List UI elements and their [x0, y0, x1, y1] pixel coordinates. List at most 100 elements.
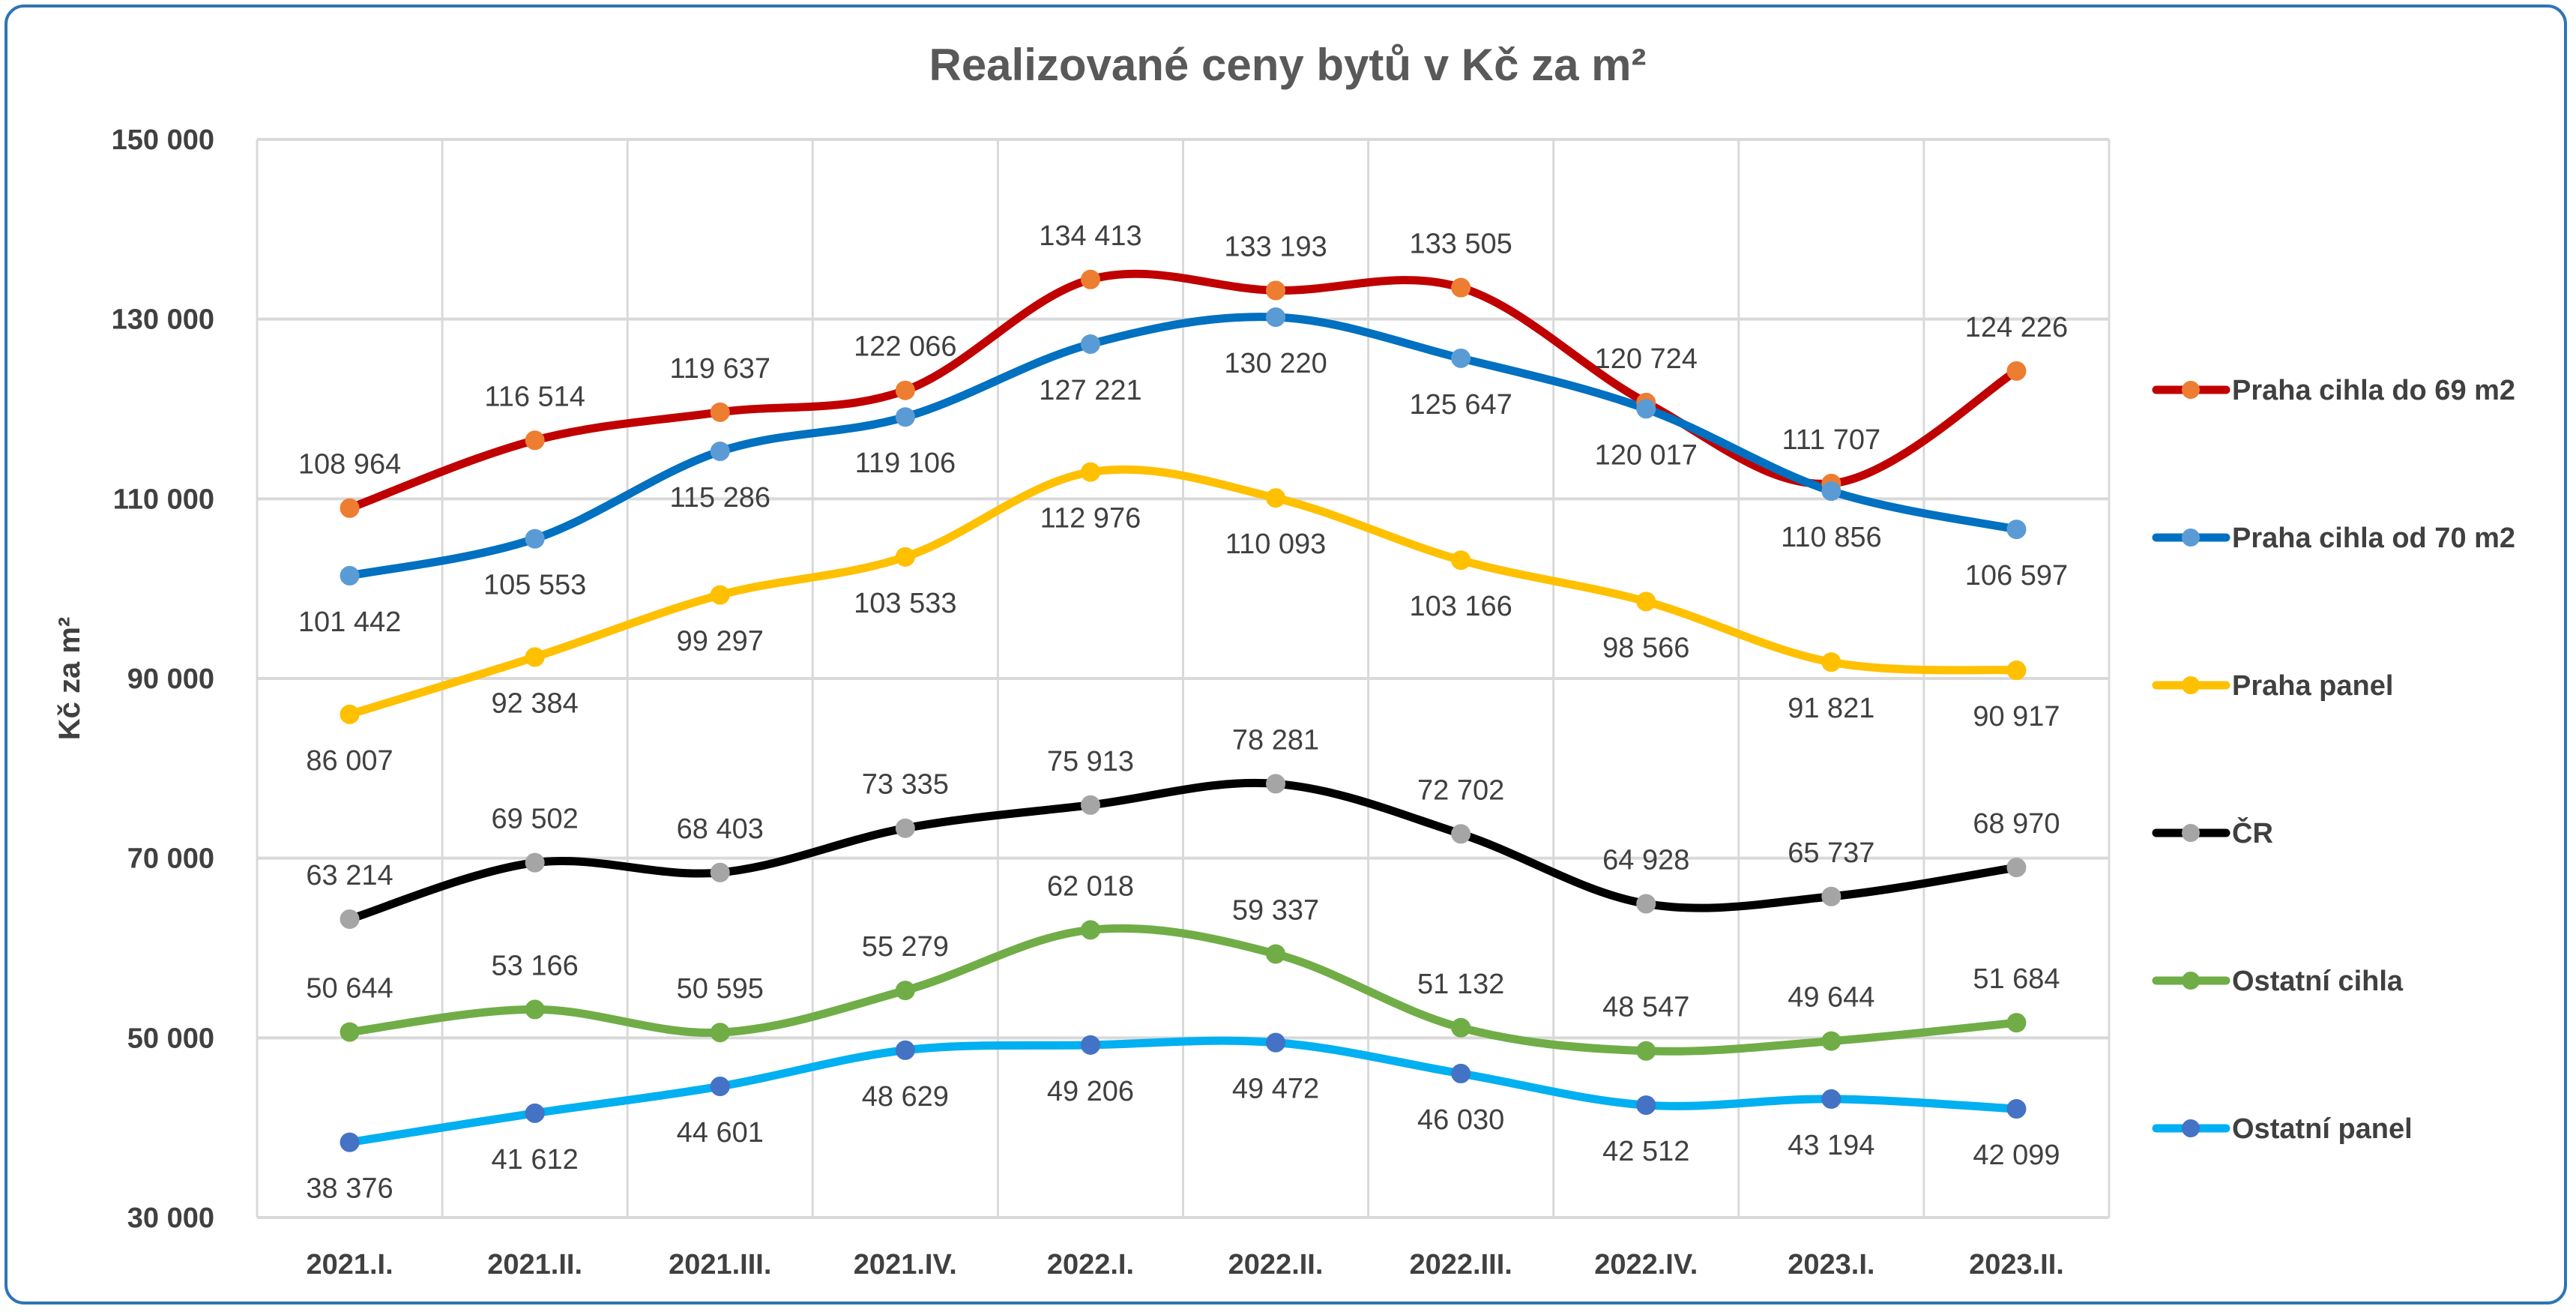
legend-swatch-marker-5 — [2182, 1119, 2200, 1137]
series-5-data-label: 38 376 — [306, 1173, 393, 1205]
series-3-data-label: 73 335 — [862, 769, 949, 801]
series-2-data-label: 98 566 — [1602, 632, 1689, 663]
series-4-data-label: 49 644 — [1788, 982, 1874, 1014]
series-4-data-label: 55 279 — [862, 931, 949, 963]
series-0-point — [2006, 361, 2027, 381]
series-1-point — [1266, 307, 1286, 328]
series-2-point — [710, 585, 730, 605]
legend-swatch-marker-3 — [2182, 824, 2200, 842]
series-3-data-label: 68 403 — [677, 813, 764, 845]
series-5-point — [1636, 1095, 1656, 1116]
series-2-point — [340, 704, 360, 724]
series-0-point — [710, 402, 730, 422]
series-1-data-label: 120 017 — [1595, 439, 1698, 471]
series-5-data-label: 44 601 — [677, 1117, 764, 1149]
x-tick-label: 2022.I. — [1047, 1249, 1134, 1281]
x-tick-label: 2022.IV. — [1594, 1249, 1698, 1281]
y-tick-label: 30 000 — [127, 1203, 214, 1234]
series-1-point — [1821, 481, 1841, 502]
series-1-data-label: 106 597 — [1965, 560, 2068, 592]
series-5-data-label: 41 612 — [492, 1144, 579, 1176]
series-3-point — [525, 852, 545, 873]
data-labels: 108 964 116 514 119 637 122 066 134 413 133 1… — [298, 220, 2068, 1205]
series-2-data-label: 86 007 — [306, 745, 393, 777]
series-line-2 — [346, 465, 2021, 719]
series-1-data-label: 110 856 — [1781, 522, 1882, 553]
series-4-data-label: 50 595 — [677, 973, 764, 1005]
series-3-point — [340, 909, 360, 929]
series-5-data-label: 46 030 — [1417, 1104, 1504, 1136]
series-4-point — [895, 981, 915, 1001]
series-0-point — [340, 498, 360, 518]
series-lines — [346, 269, 2021, 1147]
series-line-1 — [346, 313, 2021, 580]
series-0-point — [525, 430, 545, 451]
series-3-data-label: 75 913 — [1047, 746, 1134, 777]
series-2-point — [2006, 660, 2027, 681]
series-3-point — [1080, 795, 1100, 815]
series-1-data-label: 105 553 — [483, 570, 586, 601]
series-2-data-label: 99 297 — [677, 626, 764, 657]
series-3-point — [2006, 858, 2027, 878]
series-2-data-label: 91 821 — [1788, 693, 1874, 724]
series-4-data-label: 50 644 — [306, 973, 393, 1005]
series-5-point — [710, 1077, 730, 1097]
series-5-point — [1821, 1089, 1841, 1109]
series-1-data-label: 115 286 — [669, 482, 770, 514]
series-0-point — [895, 380, 915, 400]
series-3-point — [1451, 824, 1471, 844]
series-2-point — [1636, 592, 1656, 612]
series-4-point — [1451, 1017, 1471, 1038]
legend: Praha cihla do 69 m2 Praha cihla od 70 m2… — [2152, 375, 2515, 1145]
x-tick-label: 2022.III. — [1409, 1249, 1512, 1281]
series-markers — [340, 269, 2027, 1152]
series-5-point — [2006, 1099, 2027, 1119]
series-3-data-label: 65 737 — [1788, 837, 1874, 869]
series-5-point — [340, 1132, 360, 1152]
legend-label-2: Praha panel — [2232, 670, 2393, 702]
series-1-point — [2006, 520, 2027, 540]
series-2-data-label: 90 917 — [1973, 701, 2060, 732]
legend-swatch-marker-2 — [2182, 676, 2200, 694]
x-tick-labels: 2021.I. 2021.II. 2021.III. 2021.IV. 2022.I. 2… — [306, 1249, 2063, 1281]
series-2-data-label: 92 384 — [492, 687, 579, 719]
series-3-data-label: 69 502 — [492, 804, 579, 835]
series-3-data-label: 72 702 — [1417, 774, 1504, 806]
series-0-data-label: 111 707 — [1782, 424, 1880, 456]
series-3-point — [1636, 894, 1656, 914]
series-2-data-label: 112 976 — [1040, 503, 1141, 535]
series-4-point — [1636, 1041, 1656, 1061]
series-4-data-label: 53 166 — [492, 950, 579, 981]
legend-label-3: ČR — [2232, 816, 2273, 849]
y-tick-label: 150 000 — [112, 124, 214, 156]
series-0-data-label: 133 505 — [1409, 229, 1512, 260]
series-5-point — [1080, 1035, 1100, 1055]
gridlines — [256, 138, 2111, 1219]
legend-label-5: Ostatní panel — [2232, 1113, 2413, 1145]
series-1-point — [340, 565, 360, 586]
series-1-data-label: 127 221 — [1039, 375, 1141, 406]
series-5-point — [895, 1040, 915, 1060]
chart-frame — [4, 4, 2567, 1305]
series-4-point — [2006, 1013, 2027, 1033]
legend-label-1: Praha cihla od 70 m2 — [2232, 523, 2515, 554]
series-4-data-label: 62 018 — [1047, 870, 1134, 902]
series-2-point — [525, 647, 545, 667]
series-2-point — [1451, 550, 1471, 571]
series-5-data-label: 42 512 — [1602, 1136, 1689, 1167]
series-1-data-label: 130 220 — [1224, 348, 1327, 379]
series-3-data-label: 78 281 — [1232, 724, 1319, 756]
series-1-data-label: 125 647 — [1409, 389, 1512, 421]
y-tick-label: 110 000 — [113, 484, 214, 515]
series-4-point — [1266, 944, 1286, 964]
series-2-point — [1821, 652, 1841, 672]
series-4-data-label: 51 684 — [1973, 963, 2060, 995]
series-1-data-label: 101 442 — [298, 607, 401, 638]
series-4-data-label: 51 132 — [1417, 969, 1504, 1000]
series-0-point — [1266, 280, 1286, 301]
legend-swatch-marker-4 — [2182, 972, 2200, 990]
series-3-data-label: 64 928 — [1602, 844, 1689, 876]
series-5-data-label: 43 194 — [1788, 1130, 1874, 1161]
series-0-data-label: 122 066 — [854, 331, 956, 363]
legend-swatch-marker-1 — [2182, 529, 2200, 547]
